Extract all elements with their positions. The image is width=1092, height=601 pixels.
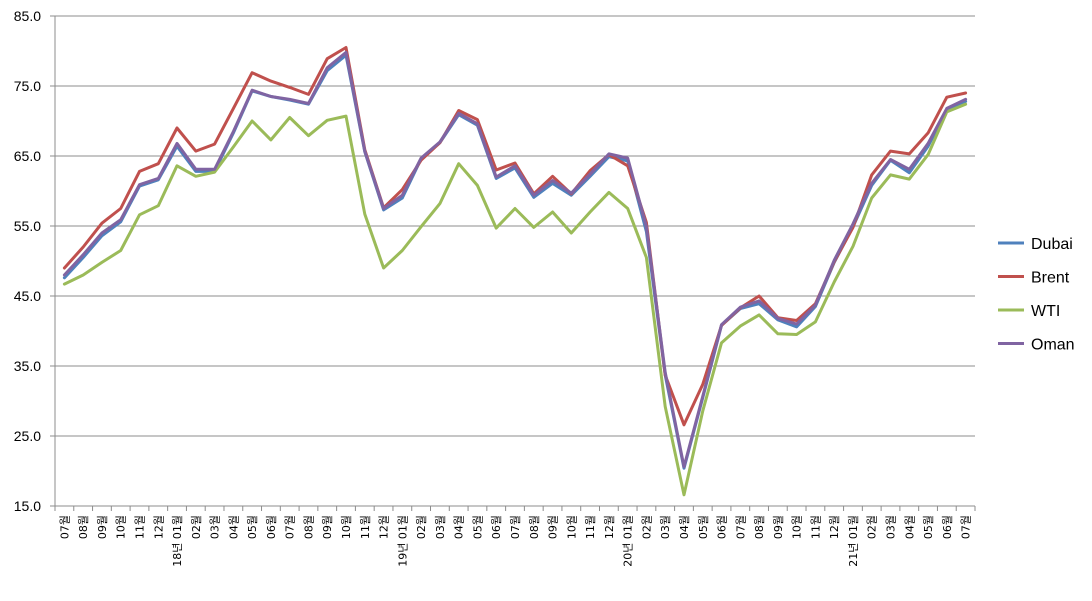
x-tick-label: 03월 bbox=[434, 515, 447, 539]
x-tick-label: 12월 bbox=[152, 515, 165, 539]
y-tick-label: 35.0 bbox=[14, 358, 41, 374]
x-tick-label: 12월 bbox=[378, 515, 391, 539]
x-tick-label: 07월 bbox=[509, 515, 522, 539]
x-tick-label: 04월 bbox=[453, 515, 466, 539]
x-tick-label: 09월 bbox=[772, 515, 785, 539]
x-tick-label: 05월 bbox=[697, 515, 710, 539]
x-tick-label: 11월 bbox=[359, 515, 372, 539]
series-line-brent bbox=[62, 46, 968, 427]
x-tick-label: 21년 01월 bbox=[847, 515, 860, 567]
x-tick-label: 03월 bbox=[209, 515, 222, 539]
x-tick-label: 07월 bbox=[284, 515, 297, 539]
x-tick-label: 09월 bbox=[321, 515, 334, 539]
x-tick-label: 08월 bbox=[528, 515, 541, 539]
legend-label-wti: WTI bbox=[1031, 303, 1060, 320]
x-tick-label: 09월 bbox=[96, 515, 109, 539]
x-tick-label: 11월 bbox=[584, 515, 597, 539]
x-tick-label: 02월 bbox=[866, 515, 879, 539]
x-tick-label: 11월 bbox=[809, 515, 822, 539]
x-tick-label: 12월 bbox=[603, 515, 616, 539]
x-tick-label: 05월 bbox=[471, 515, 484, 539]
x-tick-label: 06월 bbox=[941, 515, 954, 539]
legend: Dubai Brent WTI Oman bbox=[998, 236, 1075, 354]
x-tick-label: 03월 bbox=[659, 515, 672, 539]
legend-label-oman: Oman bbox=[1031, 337, 1075, 354]
y-tick-label: 15.0 bbox=[14, 498, 41, 514]
x-tick-label: 06월 bbox=[490, 515, 503, 539]
x-tick-label: 10월 bbox=[565, 515, 578, 539]
x-tick-label: 04월 bbox=[678, 515, 691, 539]
x-tick-label: 19년 01월 bbox=[396, 515, 409, 567]
x-tick-label: 10월 bbox=[340, 515, 353, 539]
x-tick-label: 08월 bbox=[77, 515, 90, 539]
series-line-dubai bbox=[62, 53, 968, 470]
x-tick-label: 10월 bbox=[791, 515, 804, 539]
y-tick-label: 55.0 bbox=[14, 218, 41, 234]
x-tick-label: 07월 bbox=[734, 515, 747, 539]
series-lines bbox=[62, 46, 968, 497]
y-tick-label: 75.0 bbox=[14, 78, 41, 94]
legend-label-brent: Brent bbox=[1031, 270, 1070, 287]
axes bbox=[50, 15, 976, 511]
y-tick-label: 85.0 bbox=[14, 8, 41, 24]
x-tick-label: 04월 bbox=[903, 515, 916, 539]
x-tick-label: 10월 bbox=[115, 515, 128, 539]
series-line-oman bbox=[62, 50, 968, 469]
x-tick-label: 11월 bbox=[134, 515, 147, 539]
x-tick-label: 12월 bbox=[828, 515, 841, 539]
x-tick-label: 06월 bbox=[716, 515, 729, 539]
legend-label-dubai: Dubai bbox=[1031, 236, 1073, 253]
y-gridlines bbox=[55, 15, 975, 437]
x-tick-label: 02월 bbox=[190, 515, 203, 539]
y-tick-label: 65.0 bbox=[14, 148, 41, 164]
x-tick-label: 05월 bbox=[246, 515, 259, 539]
x-tick-label: 07월 bbox=[58, 515, 71, 539]
x-tick-label: 04월 bbox=[227, 515, 240, 539]
x-tick-label: 08월 bbox=[753, 515, 766, 539]
x-tick-label: 09월 bbox=[547, 515, 560, 539]
x-tick-label: 07월 bbox=[960, 515, 973, 539]
x-tick-label: 08월 bbox=[303, 515, 316, 539]
x-tick-label: 03월 bbox=[885, 515, 898, 539]
x-tick-label: 18년 01월 bbox=[171, 515, 184, 567]
x-axis-tick-labels: 07월 08월 09월 10월 11월 12월 18년 01월 02월 03월 04월 05월 06월… bbox=[58, 515, 972, 567]
y-tick-label: 45.0 bbox=[14, 288, 41, 304]
y-axis-tick-labels: 15.0 25.0 35.0 45.0 55.0 65.0 75.0 85.0 bbox=[14, 8, 41, 514]
x-tick-label: 02월 bbox=[415, 515, 428, 539]
x-tick-label: 20년 01월 bbox=[622, 515, 635, 567]
x-tick-label: 02월 bbox=[640, 515, 653, 539]
x-tick-label: 05월 bbox=[922, 515, 935, 539]
series-line-wti bbox=[62, 102, 968, 497]
x-tick-label: 06월 bbox=[265, 515, 278, 539]
y-tick-label: 25.0 bbox=[14, 428, 41, 444]
